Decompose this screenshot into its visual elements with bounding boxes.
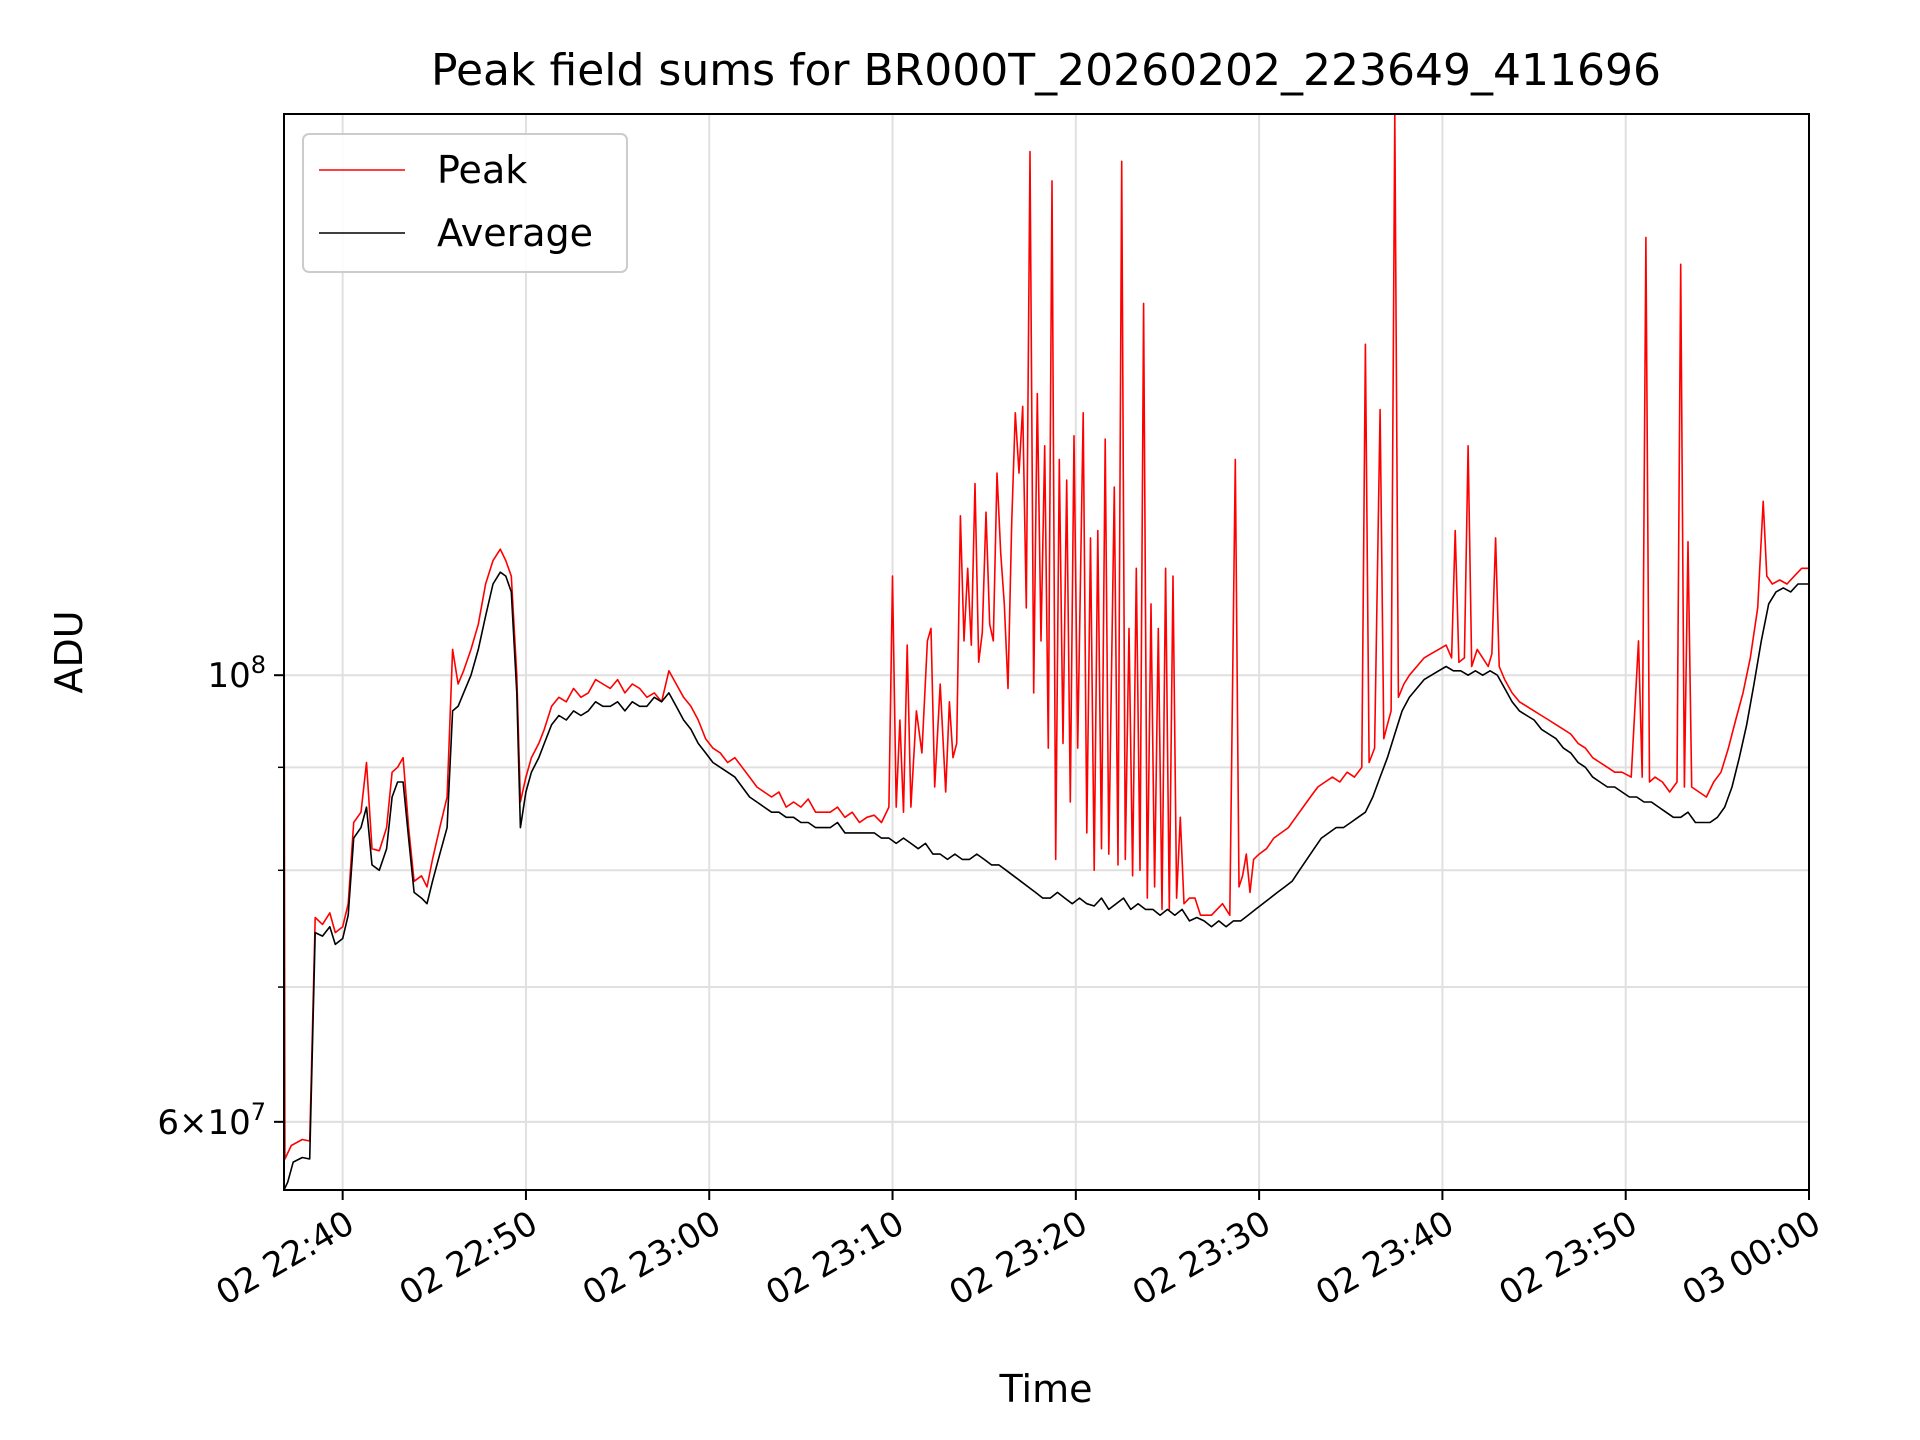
series-layer bbox=[284, 114, 1809, 1190]
legend-label-peak: Peak bbox=[437, 148, 527, 192]
y-tick-label: 6×107 bbox=[157, 1098, 266, 1143]
series-line-peak bbox=[284, 114, 1809, 1160]
plot-frame bbox=[283, 113, 1810, 1191]
legend: Peak Average bbox=[302, 133, 628, 273]
legend-box bbox=[302, 133, 628, 273]
y-axis-label: ADU bbox=[47, 610, 91, 693]
x-axis-label: Time bbox=[999, 1367, 1093, 1411]
y-tick-label: 108 bbox=[207, 651, 266, 696]
series-line-average bbox=[284, 571, 1809, 1190]
legend-label-average: Average bbox=[437, 211, 593, 255]
y-axis: 6×107 108 bbox=[157, 651, 284, 1143]
chart-title: Peak field sums for BR000T_20260202_2236… bbox=[431, 45, 1661, 96]
